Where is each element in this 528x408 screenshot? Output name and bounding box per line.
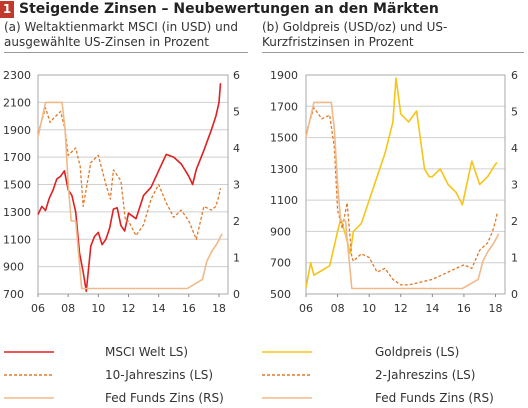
x-tick-label: 14 xyxy=(425,302,439,315)
y-right-tick-label: 0 xyxy=(511,288,518,301)
y-left-tick-label: 1500 xyxy=(3,179,31,192)
y-left-tick-label: 1500 xyxy=(270,132,298,145)
legend-label-a-2: Fed Funds Zins (RS) xyxy=(105,391,224,405)
x-tick-label: 12 xyxy=(394,302,408,315)
y-right-tick-label: 1 xyxy=(511,252,518,265)
x-tick-label: 10 xyxy=(91,302,105,315)
x-tick-label: 12 xyxy=(121,302,135,315)
series-line-b-1 xyxy=(305,107,498,286)
y-right-tick-label: 0 xyxy=(233,288,240,301)
plot-frame xyxy=(305,74,506,295)
y-left-tick-label: 1100 xyxy=(3,233,31,246)
y-left-tick-label: 1900 xyxy=(270,69,298,82)
y-left-tick-label: 1700 xyxy=(270,100,298,113)
y-left-tick-label: 700 xyxy=(3,288,24,301)
legend-label-b-2: Fed Funds Zins (RS) xyxy=(375,391,494,405)
y-right-tick-label: 4 xyxy=(511,142,518,155)
panel-b-rule xyxy=(262,52,524,53)
chart-panel-a: 7009001100130015001700190021002300012345… xyxy=(3,69,240,405)
y-left-tick-label: 2100 xyxy=(3,96,31,109)
figure-title: Steigende Zinsen – Neubewertungen an den… xyxy=(19,1,439,17)
y-right-tick-label: 1 xyxy=(233,252,240,265)
x-tick-label: 06 xyxy=(31,302,45,315)
legend-label-b-0: Goldpreis (LS) xyxy=(375,345,459,359)
y-left-tick-label: 2300 xyxy=(3,69,31,82)
legend-label-a-1: 10-Jahreszins (LS) xyxy=(105,368,213,382)
y-left-tick-label: 500 xyxy=(270,288,291,301)
x-tick-label: 08 xyxy=(331,302,345,315)
x-tick-label: 18 xyxy=(212,302,226,315)
x-tick-label: 06 xyxy=(299,302,313,315)
x-tick-label: 08 xyxy=(61,302,75,315)
y-left-tick-label: 900 xyxy=(3,261,24,274)
x-tick-label: 14 xyxy=(152,302,166,315)
figure-number: 1 xyxy=(0,1,14,18)
figure-header: 1 Steigende Zinsen – Neubewertungen an d… xyxy=(0,0,528,20)
x-tick-label: 18 xyxy=(489,302,503,315)
legend-label-a-0: MSCI Welt LS) xyxy=(105,345,188,359)
panel-b-title: (b) Goldpreis (USD/oz) und US-Kurzfristz… xyxy=(262,20,448,49)
x-tick-label: 16 xyxy=(457,302,471,315)
y-right-tick-label: 4 xyxy=(233,142,240,155)
y-right-tick-label: 2 xyxy=(233,215,240,228)
panel-a-rule xyxy=(4,52,248,53)
y-left-tick-label: 1300 xyxy=(3,206,31,219)
x-tick-label: 10 xyxy=(362,302,376,315)
y-right-tick-label: 6 xyxy=(511,69,518,82)
y-left-tick-label: 1100 xyxy=(270,194,298,207)
y-left-tick-label: 900 xyxy=(270,225,291,238)
series-line-a-2 xyxy=(37,101,223,290)
y-right-tick-label: 6 xyxy=(233,69,240,82)
legend-label-b-1: 2-Jahreszins (LS) xyxy=(375,368,475,382)
y-left-tick-label: 1700 xyxy=(3,151,31,164)
y-right-tick-label: 3 xyxy=(233,179,240,192)
y-right-tick-label: 2 xyxy=(511,215,518,228)
series-line-a-0 xyxy=(37,83,222,293)
y-left-tick-label: 1900 xyxy=(3,124,31,137)
plot-frame xyxy=(37,74,229,295)
series-line-b-0 xyxy=(305,77,498,288)
y-right-tick-label: 3 xyxy=(511,179,518,192)
y-left-tick-label: 1300 xyxy=(270,163,298,176)
y-left-tick-label: 700 xyxy=(270,257,291,270)
y-right-tick-label: 5 xyxy=(511,106,518,119)
x-tick-label: 16 xyxy=(182,302,196,315)
y-right-tick-label: 5 xyxy=(233,106,240,119)
panel-a-title: (a) Weltaktienmarkt MSCI (in USD) und au… xyxy=(4,20,238,49)
series-line-b-2 xyxy=(305,101,500,290)
